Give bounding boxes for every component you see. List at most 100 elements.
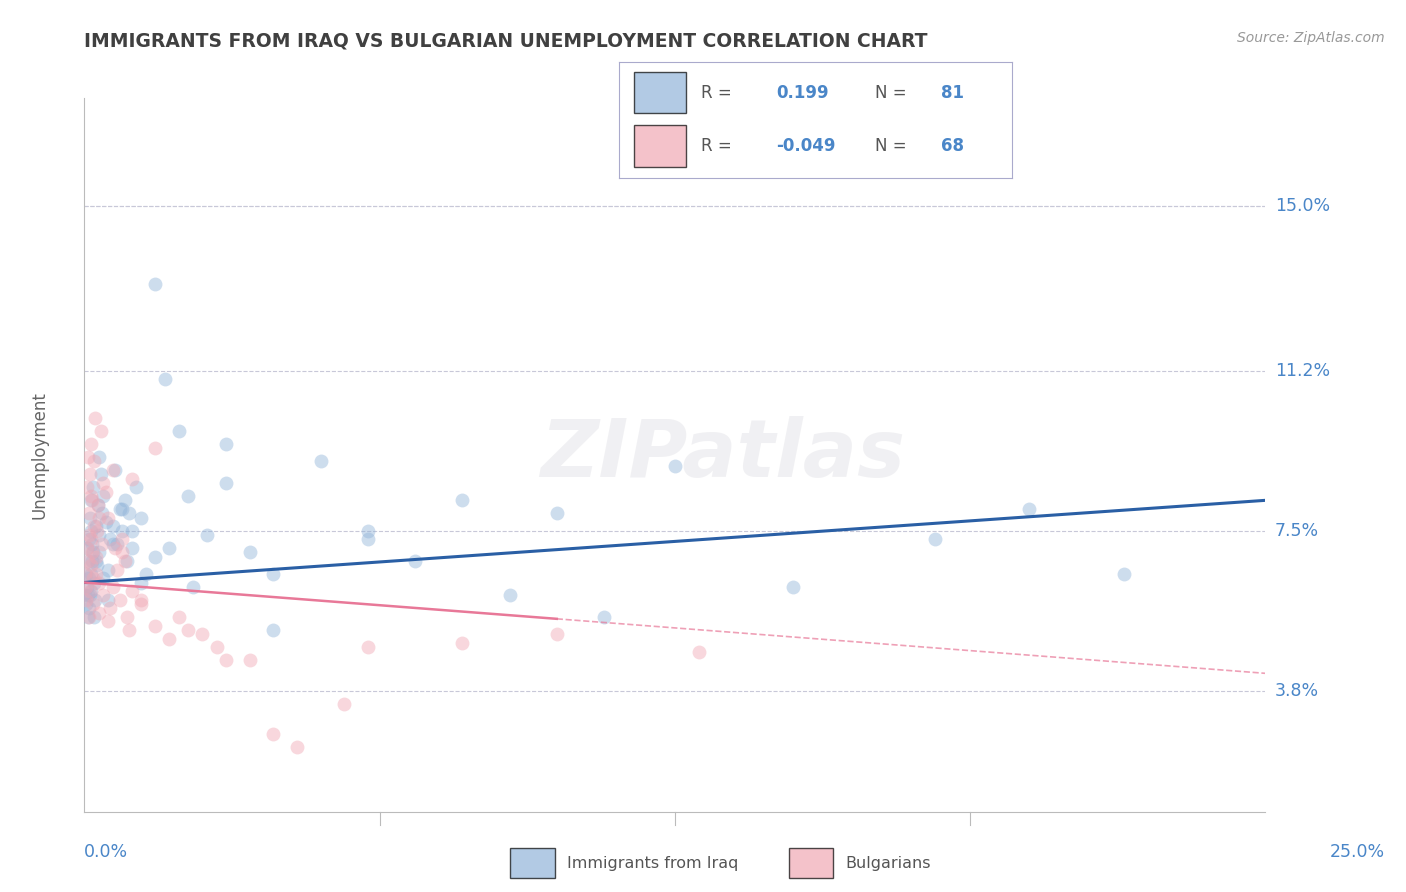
Point [129,510,152,524]
Point [125,480,148,494]
Point [90,424,112,438]
Point [357,533,380,547]
Point [239,545,262,559]
Point [107,536,129,550]
Point [75,597,97,611]
Point [77,601,100,615]
Point [111,533,134,547]
Point [80,584,103,599]
Point [262,623,284,637]
Point [167,610,190,624]
Point [77,533,100,547]
FancyBboxPatch shape [510,848,554,878]
Point [80,545,103,559]
Point [83,575,105,590]
Point [87,545,110,559]
Point [924,533,946,547]
Point [357,640,380,655]
Point [98,601,121,615]
Point [91,506,114,520]
Point [76,480,98,494]
Point [83,610,105,624]
Text: 0.199: 0.199 [776,84,828,102]
Point [82,493,104,508]
Point [239,653,262,667]
Text: 68: 68 [942,137,965,155]
Point [86,558,108,573]
Point [309,454,332,468]
Text: 25.0%: 25.0% [1330,843,1385,861]
Point [94,484,117,499]
Text: 15.0%: 15.0% [1275,197,1330,215]
Point [76,541,98,555]
Point [75,566,97,581]
Point [80,489,103,503]
Point [191,627,214,641]
Point [177,623,200,637]
Point [89,450,111,464]
Point [143,277,166,291]
Point [101,536,124,550]
Point [451,636,474,650]
Point [98,533,121,547]
Point [143,619,166,633]
Text: ZIPatlas: ZIPatlas [540,416,904,494]
Point [546,627,568,641]
Point [94,515,117,529]
Point [153,372,176,386]
Point [114,554,136,568]
Point [101,463,124,477]
Text: R =: R = [702,137,733,155]
Text: N =: N = [875,84,905,102]
Point [77,589,100,603]
Point [86,498,108,512]
Point [97,592,120,607]
Point [80,524,103,538]
Point [75,580,97,594]
Point [262,566,284,581]
Point [1018,502,1040,516]
Point [97,615,120,629]
Point [546,506,568,520]
Point [91,589,114,603]
Point [77,610,100,624]
Point [782,580,804,594]
Text: Unemployment: Unemployment [31,391,48,519]
Point [79,467,101,482]
Point [129,575,152,590]
Point [143,442,166,456]
Text: IMMIGRANTS FROM IRAQ VS BULGARIAN UNEMPLOYMENT CORRELATION CHART: IMMIGRANTS FROM IRAQ VS BULGARIAN UNEMPL… [84,31,928,50]
Point [76,580,98,594]
Point [77,554,100,568]
Point [76,541,98,555]
Point [83,411,105,425]
Point [181,580,204,594]
Point [86,498,108,512]
Point [357,524,380,538]
Point [167,424,190,438]
Point [80,558,103,573]
Point [593,610,616,624]
Point [87,606,110,620]
Point [82,536,104,550]
Point [86,524,108,538]
Text: 3.8%: 3.8% [1275,681,1319,699]
Point [91,571,114,585]
Point [333,697,356,711]
Point [121,584,143,599]
Point [215,653,238,667]
Point [82,597,104,611]
Point [101,519,124,533]
Point [111,524,134,538]
Point [91,536,114,550]
Point [83,519,105,533]
Point [77,610,100,624]
Point [121,472,143,486]
Point [75,566,97,581]
Point [215,437,238,451]
Point [498,589,520,603]
Text: -0.049: -0.049 [776,137,835,155]
Point [107,562,129,576]
Point [87,510,110,524]
Point [82,480,104,494]
